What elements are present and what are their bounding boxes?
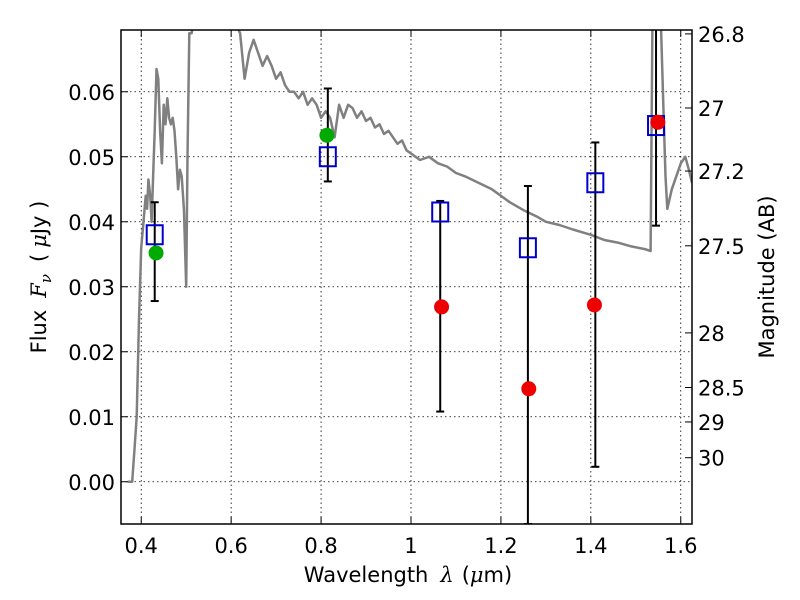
plot-background xyxy=(121,30,692,524)
detection-point xyxy=(319,127,335,143)
y-axis-unit-mu: μ xyxy=(27,234,51,248)
x-axis-unit-mu: μ xyxy=(470,563,484,587)
spectrum-layer xyxy=(127,30,692,483)
y-tick-label: 0.05 xyxy=(68,146,115,170)
y-axis-unit-open: ( xyxy=(27,254,51,262)
x-tick-label: 1 xyxy=(404,534,417,558)
y-tick-label: 0.02 xyxy=(68,341,115,365)
axis-ticks xyxy=(121,30,692,524)
upper-limit-point xyxy=(586,297,602,313)
model-band-flux-square xyxy=(318,146,337,168)
x-tick-label: 1.4 xyxy=(574,534,607,558)
y-tick-label: 0.01 xyxy=(68,406,115,430)
marker-layer xyxy=(145,114,666,397)
y-axis-title: Flux Fν ( μJy ) xyxy=(27,201,55,354)
x-axis-title: Wavelength λ (μm) xyxy=(304,563,512,587)
x-tick-label: 0.4 xyxy=(125,534,158,558)
x-axis-title-text: Wavelength xyxy=(304,563,429,587)
upper-limit-point xyxy=(650,114,666,130)
y2-tick-label: 30 xyxy=(698,447,725,471)
y-axis-unit-rest: Jy ) xyxy=(27,201,51,237)
grid xyxy=(121,30,692,524)
y2-axis-title: Magnitude (AB) xyxy=(755,195,779,358)
upper-limit-point xyxy=(434,299,450,315)
y-axis-title-subscript: ν xyxy=(37,274,55,283)
y-axis-title-text: Flux xyxy=(27,310,51,354)
y2-tick-label: 26.8 xyxy=(698,23,745,47)
tick-labels: 0.4 0.6 0.8 1 1.2 1.4 1.6 0.00 0.01 0.02 0.03 0.04 0… xyxy=(68,23,745,558)
upper-limit-point xyxy=(521,381,537,397)
detection-point xyxy=(148,245,164,261)
y-tick-label: 0.06 xyxy=(68,81,115,105)
model-band-flux-square xyxy=(518,237,537,259)
x-axis-unit-rest: m) xyxy=(484,563,513,587)
model-spectrum-line xyxy=(127,30,692,483)
x-tick-label: 0.8 xyxy=(304,534,337,558)
y2-tick-label: 28 xyxy=(698,322,725,346)
y2-tick-label: 27 xyxy=(698,97,725,121)
model-band-flux-square xyxy=(145,224,164,246)
y2-tick-label: 27.2 xyxy=(698,160,745,184)
y-axis-title-symbol: F xyxy=(27,282,51,299)
y2-tick-label: 29 xyxy=(698,411,725,435)
plot-frame xyxy=(120,29,693,525)
y2-tick-label: 28.5 xyxy=(698,377,745,401)
y-tick-label: 0.00 xyxy=(68,471,115,495)
x-axis-unit-open: ( xyxy=(462,563,470,587)
plot-area xyxy=(127,30,692,524)
y-tick-label: 0.03 xyxy=(68,276,115,300)
model-band-flux-square xyxy=(431,201,450,223)
x-axis-title-symbol: λ xyxy=(439,563,453,587)
y2-tick-label: 27.5 xyxy=(698,235,745,259)
model-band-flux-square xyxy=(586,172,605,194)
x-tick-label: 1.2 xyxy=(484,534,517,558)
x-tick-label: 0.6 xyxy=(214,534,247,558)
y-tick-label: 0.04 xyxy=(68,211,115,235)
x-tick-label: 1.6 xyxy=(664,534,697,558)
